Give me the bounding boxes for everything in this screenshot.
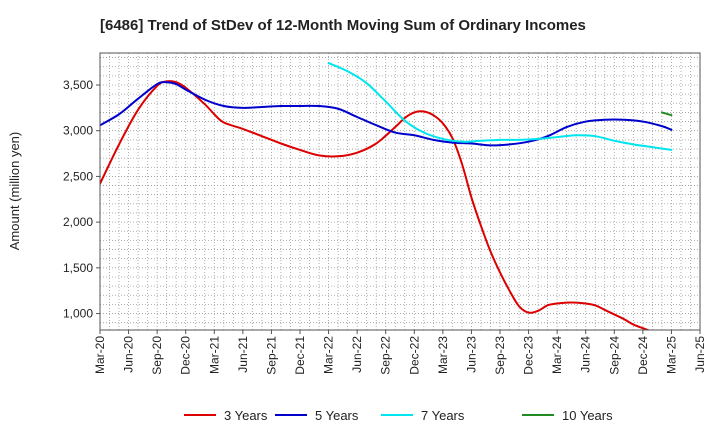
y-tick-label: 2,500 [63,169,93,183]
x-tick-label: Sep-22 [379,336,393,375]
y-tick-label: 1,000 [63,307,93,321]
x-tick-label: Mar-20 [93,336,107,374]
legend-label: 5 Years [315,408,359,423]
x-tick-label: Jun-22 [350,336,364,373]
x-tick-label: Mar-24 [550,336,564,374]
x-tick-label: Dec-22 [407,336,421,375]
legend-item: 5 Years [275,408,359,423]
plot-area-frame [99,52,701,331]
series-line-7-years [327,62,673,151]
series-line-3-years [100,80,651,330]
legend-label: 10 Years [562,408,613,423]
x-axis-ticks: Mar-20 Jun-20 Sep-20 Dec-20 Mar-21 Jun-21 Sep-… [93,330,707,375]
x-tick-label: Mar-25 [664,336,678,374]
x-tick-label: Dec-21 [293,336,307,375]
x-tick-label: Dec-20 [179,336,193,375]
x-tick-label: Sep-24 [607,336,621,375]
x-tick-label: Sep-20 [150,336,164,375]
legend-label: 7 Years [421,408,465,423]
x-tick-label: Dec-24 [636,336,650,375]
y-tick-label: 1,500 [63,261,93,275]
x-tick-label: Mar-23 [436,336,450,374]
x-tick-label: Jun-23 [464,336,478,373]
legend-label: 3 Years [224,408,268,423]
y-axis-title: Amount (million yen) [7,132,22,251]
x-tick-label: Jun-25 [693,336,707,373]
legend: 3 Years 5 Years 7 Years 10 Years [184,408,613,423]
grid [100,53,700,330]
x-tick-label: Sep-21 [264,336,278,375]
series-line-5-years [100,81,673,147]
x-tick-label: Sep-23 [493,336,507,375]
legend-item: 7 Years [381,408,465,423]
legend-item: 3 Years [184,408,268,423]
y-tick-label: 3,000 [63,124,93,138]
y-tick-label: 3,500 [63,78,93,92]
legend-item: 10 Years [522,408,613,423]
series-line-10-years [660,111,673,117]
x-tick-label: Jun-21 [236,336,250,373]
x-tick-label: Jun-24 [579,336,593,373]
chart-title: [6486] Trend of StDev of 12-Month Moving… [100,17,586,34]
x-tick-label: Mar-21 [207,336,221,374]
y-axis-ticks: 1,000 1,500 2,000 2,500 3,000 3,500 [63,78,100,321]
y-tick-label: 2,000 [63,215,93,229]
x-tick-label: Dec-23 [522,336,536,375]
x-tick-label: Mar-22 [322,336,336,374]
series-layer [100,62,673,330]
x-tick-label: Jun-20 [122,336,136,373]
